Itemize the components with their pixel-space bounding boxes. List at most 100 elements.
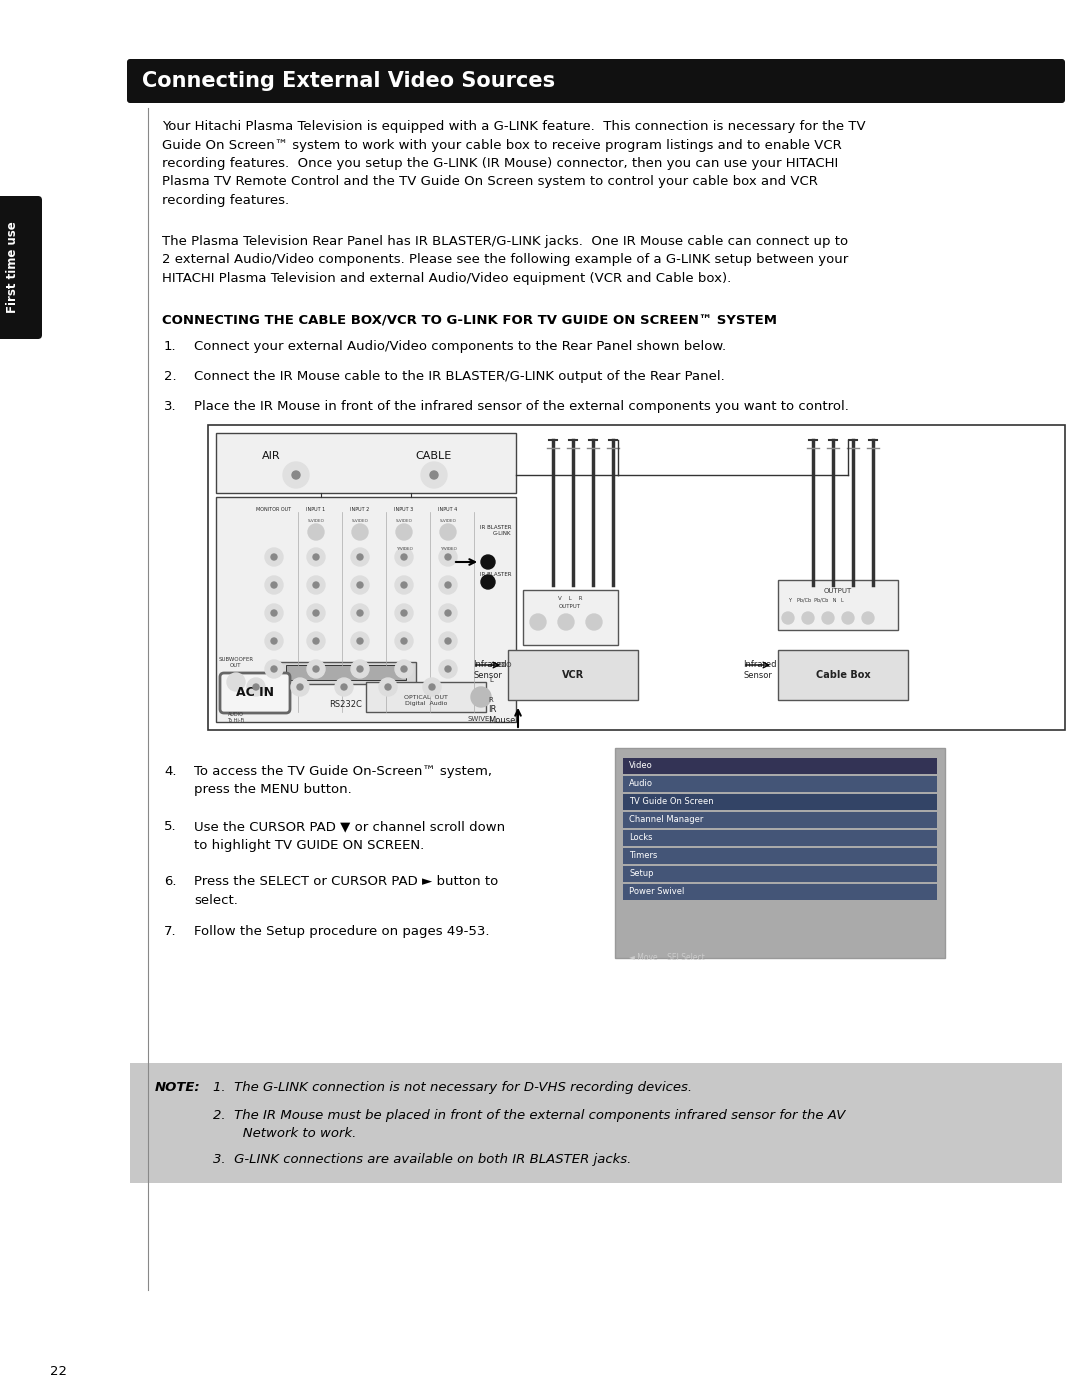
Text: AUDIO
To Hi-Fi: AUDIO To Hi-Fi (228, 712, 245, 724)
Circle shape (227, 673, 245, 692)
Text: 3.: 3. (164, 400, 177, 414)
Circle shape (862, 612, 874, 624)
Circle shape (395, 576, 413, 594)
Text: Setup: Setup (629, 869, 653, 879)
Circle shape (438, 631, 457, 650)
Circle shape (313, 638, 319, 644)
FancyBboxPatch shape (127, 59, 1065, 103)
Text: INPUT 4: INPUT 4 (438, 507, 458, 511)
Bar (623, 830, 937, 847)
FancyBboxPatch shape (220, 673, 291, 712)
Text: MONITOR OUT: MONITOR OUT (256, 507, 292, 511)
Text: 2.  The IR Mouse must be placed in front of the external components infrared sen: 2. The IR Mouse must be placed in front … (213, 1109, 846, 1140)
Text: IR BLASTER
G-LINK: IR BLASTER G-LINK (480, 525, 511, 536)
Text: IR BLASTER: IR BLASTER (480, 571, 511, 577)
Circle shape (471, 687, 491, 707)
Text: To access the TV Guide On-Screen™ system,
press the MENU button.: To access the TV Guide On-Screen™ system… (194, 766, 492, 796)
Circle shape (297, 685, 303, 690)
Text: ◄ Move    SEl Select: ◄ Move SEl Select (629, 953, 705, 963)
Circle shape (384, 685, 391, 690)
Text: SUBWOOFER
OUT: SUBWOOFER OUT (218, 657, 254, 668)
Circle shape (271, 610, 276, 616)
Circle shape (445, 555, 451, 560)
Circle shape (530, 615, 546, 630)
Circle shape (357, 555, 363, 560)
Circle shape (271, 583, 276, 588)
Circle shape (351, 659, 369, 678)
Circle shape (265, 576, 283, 594)
Circle shape (395, 548, 413, 566)
Bar (366, 682, 486, 712)
Text: L: L (489, 678, 492, 683)
Circle shape (438, 604, 457, 622)
Text: 1.: 1. (164, 339, 177, 353)
Circle shape (265, 631, 283, 650)
Circle shape (271, 666, 276, 672)
Text: Use the CURSOR PAD ▼ or channel scroll down
to highlight TV GUIDE ON SCREEN.: Use the CURSOR PAD ▼ or channel scroll d… (194, 820, 505, 852)
Text: INPUT 2: INPUT 2 (350, 507, 369, 511)
Bar (623, 848, 937, 863)
Bar (286, 665, 406, 680)
Circle shape (438, 548, 457, 566)
Circle shape (445, 638, 451, 644)
Text: INPUT 1: INPUT 1 (307, 507, 326, 511)
Text: 2.: 2. (164, 370, 177, 383)
Circle shape (308, 524, 324, 541)
Circle shape (351, 576, 369, 594)
Circle shape (430, 471, 438, 479)
Text: Place the IR Mouse in front of the infrared sensor of the external components yo: Place the IR Mouse in front of the infra… (194, 400, 849, 414)
Circle shape (401, 638, 407, 644)
Text: 7.: 7. (164, 925, 177, 937)
Circle shape (351, 548, 369, 566)
Text: Y/VIDEO: Y/VIDEO (440, 548, 457, 550)
Circle shape (802, 612, 814, 624)
Text: OUTPUT: OUTPUT (824, 588, 852, 594)
Circle shape (438, 659, 457, 678)
Circle shape (481, 576, 495, 590)
Circle shape (401, 583, 407, 588)
Circle shape (357, 610, 363, 616)
Text: AIR: AIR (261, 451, 281, 461)
Text: Cable Box: Cable Box (815, 671, 870, 680)
Text: TV Guide On Screen: TV Guide On Screen (629, 798, 714, 806)
Circle shape (313, 666, 319, 672)
Bar (216, 497, 516, 722)
Circle shape (396, 524, 411, 541)
Circle shape (401, 610, 407, 616)
Text: RS232C: RS232C (329, 700, 363, 710)
Bar (276, 662, 416, 685)
Circle shape (445, 610, 451, 616)
Circle shape (292, 471, 300, 479)
Text: Follow the Setup procedure on pages 49-53.: Follow the Setup procedure on pages 49-5… (194, 925, 489, 937)
Bar (208, 425, 1065, 731)
Circle shape (558, 615, 573, 630)
Circle shape (307, 548, 325, 566)
Text: SWIVEL: SWIVEL (468, 717, 495, 722)
Text: Audio: Audio (629, 780, 653, 788)
Text: S-VIDEO: S-VIDEO (308, 520, 324, 522)
Circle shape (307, 631, 325, 650)
Circle shape (357, 583, 363, 588)
Circle shape (313, 610, 319, 616)
Text: Video: Video (629, 761, 652, 771)
Text: The Plasma Television Rear Panel has IR BLASTER/G-LINK jacks.  One IR Mouse cabl: The Plasma Television Rear Panel has IR … (162, 235, 848, 285)
Bar (778, 580, 897, 630)
Text: V    L    R: V L R (557, 597, 582, 601)
Circle shape (351, 631, 369, 650)
Circle shape (341, 685, 347, 690)
Bar (523, 590, 618, 645)
Text: Y/VIDEO: Y/VIDEO (395, 548, 413, 550)
Text: INPUT 3: INPUT 3 (394, 507, 414, 511)
Circle shape (351, 604, 369, 622)
Text: NOTE:: NOTE: (156, 1081, 201, 1094)
Text: S-VIDEO: S-VIDEO (395, 520, 413, 522)
Circle shape (283, 462, 309, 488)
Text: Y    Pb/Cb  Pb/Cb   N   L: Y Pb/Cb Pb/Cb N L (788, 598, 843, 604)
Text: 4.: 4. (164, 766, 176, 778)
Bar (130, 1063, 1062, 1183)
Text: AUDIO: AUDIO (489, 662, 512, 668)
Text: Infrared
Sensor: Infrared Sensor (743, 659, 777, 680)
Text: 5.: 5. (164, 820, 177, 833)
Text: S-VIDEO: S-VIDEO (440, 520, 457, 522)
FancyBboxPatch shape (0, 196, 42, 339)
